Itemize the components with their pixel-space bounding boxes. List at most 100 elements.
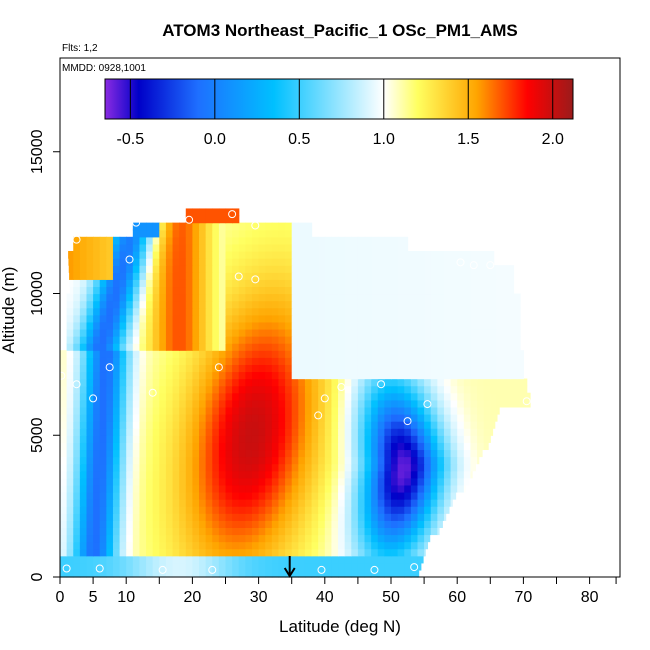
heatmap-cell <box>523 399 531 408</box>
heatmap-cell <box>232 208 240 217</box>
heatmap-cell <box>278 265 286 273</box>
heatmap-cell <box>285 499 293 507</box>
heatmap-cell <box>430 484 438 493</box>
heatmap-cell <box>304 406 313 415</box>
heatmap-cell <box>291 534 299 543</box>
heatmap-cell <box>258 385 266 394</box>
heatmap-cell <box>66 406 74 415</box>
heatmap-cell <box>146 435 154 443</box>
heatmap-cell <box>86 449 94 458</box>
heatmap-cell <box>404 350 412 358</box>
heatmap-cell <box>99 499 107 507</box>
heatmap-cell <box>139 314 147 323</box>
heatmap-cell <box>60 506 68 514</box>
heatmap-cell <box>159 548 167 557</box>
heatmap-cell <box>510 364 518 373</box>
heatmap-cell <box>218 350 227 358</box>
heatmap-cell <box>331 279 339 288</box>
heatmap-cell <box>86 243 94 252</box>
heatmap-cell <box>265 555 273 564</box>
heatmap-cell <box>172 385 180 394</box>
heatmap-cell <box>490 364 498 373</box>
heatmap-cell <box>159 222 167 231</box>
heatmap-cell <box>298 569 306 578</box>
heatmap-cell <box>331 449 339 458</box>
heatmap-cell <box>93 456 101 465</box>
heatmap-cell <box>93 520 101 528</box>
heatmap-cell <box>311 506 319 514</box>
heatmap-cell <box>490 378 498 387</box>
heatmap-cell <box>318 314 326 323</box>
heatmap-cell <box>304 442 313 451</box>
heatmap-cell <box>311 350 319 358</box>
heatmap-cell <box>391 442 399 451</box>
heatmap-cell <box>106 279 114 288</box>
heatmap-cell <box>146 491 154 500</box>
heatmap-cell <box>311 357 319 365</box>
heatmap-cell <box>304 463 313 472</box>
heatmap-cell <box>119 328 127 337</box>
heatmap-cell <box>218 555 227 564</box>
heatmap-cell <box>450 371 458 380</box>
heatmap-cell <box>132 527 141 536</box>
heatmap-cell <box>132 428 141 436</box>
heatmap-cell <box>384 343 392 351</box>
heatmap-cell <box>106 258 114 266</box>
heatmap-cell <box>205 392 213 401</box>
heatmap-cell <box>192 428 200 436</box>
heatmap-cell <box>232 435 240 443</box>
heatmap-cell <box>410 428 419 436</box>
heatmap-cell <box>106 328 114 337</box>
heatmap-cell <box>165 222 174 231</box>
heatmap-cell <box>424 328 432 337</box>
heatmap-cell <box>298 272 306 280</box>
heatmap-cell <box>212 286 220 295</box>
heatmap-cell <box>450 499 453 507</box>
heatmap-cell <box>225 215 233 224</box>
heatmap-cell <box>99 385 107 394</box>
heatmap-cell <box>93 385 101 394</box>
heatmap-cell <box>351 470 359 479</box>
heatmap-cell <box>430 406 438 415</box>
heatmap-cell <box>238 265 246 273</box>
heatmap-cell <box>179 470 187 479</box>
flight-point <box>251 275 260 284</box>
heatmap-cell <box>510 279 515 288</box>
flight-point <box>234 272 243 281</box>
heatmap-cell <box>364 562 372 571</box>
heatmap-cell <box>192 449 200 458</box>
heatmap-cell <box>185 307 193 316</box>
heatmap-cell <box>139 413 147 422</box>
heatmap-cell <box>139 300 147 309</box>
heatmap-cell <box>271 506 280 514</box>
heatmap-cell <box>304 300 313 309</box>
heatmap-cell <box>119 435 127 443</box>
heatmap-cell <box>165 243 174 252</box>
heatmap-cell <box>278 470 286 479</box>
heatmap-cell <box>443 300 452 309</box>
heatmap-cell <box>324 336 333 344</box>
heatmap-cell <box>397 449 405 458</box>
heatmap-cell <box>470 371 478 380</box>
heatmap-cell <box>344 470 352 479</box>
heatmap-cell <box>73 513 81 521</box>
heatmap-cell <box>199 258 207 266</box>
heatmap-cell <box>245 541 253 550</box>
heatmap-cell <box>410 499 419 507</box>
heatmap-cell <box>470 250 478 259</box>
heatmap-cell <box>126 307 134 316</box>
heatmap-cell <box>311 336 319 344</box>
heatmap-cell <box>126 250 134 259</box>
heatmap-cell <box>477 399 485 408</box>
heatmap-cell <box>205 350 213 358</box>
heatmap-cell <box>185 421 193 429</box>
heatmap-cell <box>165 300 174 309</box>
heatmap-cell <box>285 463 293 472</box>
heatmap-cell <box>93 343 101 351</box>
heatmap-cell <box>311 399 319 408</box>
heatmap-cell <box>377 520 385 528</box>
heatmap-cell <box>79 428 88 436</box>
heatmap-cell <box>218 336 227 344</box>
heatmap-cell <box>165 229 174 238</box>
heatmap-cell <box>60 470 68 479</box>
